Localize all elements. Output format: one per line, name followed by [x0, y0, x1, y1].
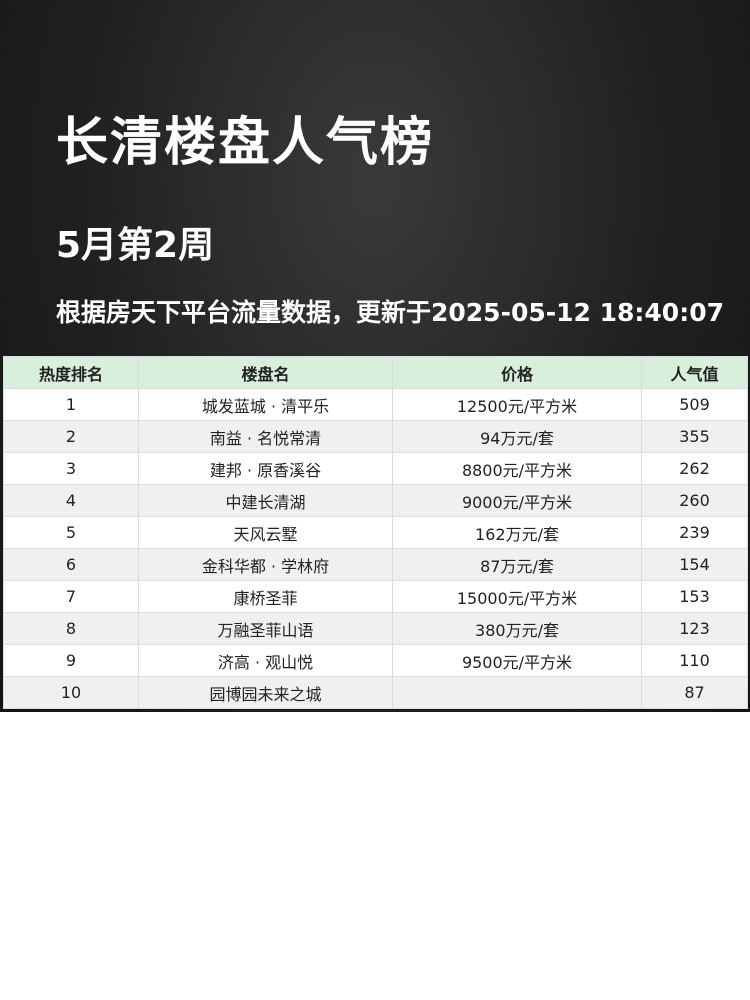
popularity-cell: 154	[641, 548, 748, 581]
popularity-cell: 153	[641, 580, 748, 613]
header-name: 楼盘名	[138, 356, 393, 389]
rank-cell: 2	[3, 420, 139, 453]
popularity-cell: 123	[641, 612, 748, 645]
price-cell: 9000元/平方米	[392, 484, 642, 517]
popularity-cell: 87	[641, 676, 748, 709]
price-cell: 12500元/平方米	[392, 388, 642, 421]
rank-cell: 10	[3, 676, 139, 709]
table-row: 8 万融圣菲山语 380万元/套 123	[3, 612, 748, 645]
table-row: 1 城发蓝城 · 清平乐 12500元/平方米 509	[3, 388, 748, 421]
table-row: 4 中建长清湖 9000元/平方米 260	[3, 484, 748, 517]
table-row: 5 天风云墅 162万元/套 239	[3, 516, 748, 549]
popularity-cell: 509	[641, 388, 748, 421]
popularity-cell: 262	[641, 452, 748, 485]
table-header-row: 热度排名 楼盘名 价格 人气值	[3, 356, 748, 389]
header-popularity: 人气值	[641, 356, 748, 389]
name-cell: 建邦 · 原香溪谷	[138, 452, 393, 485]
name-cell: 康桥圣菲	[138, 580, 393, 613]
page-title: 长清楼盘人气榜	[56, 113, 435, 173]
popularity-cell: 110	[641, 644, 748, 677]
rank-cell: 1	[3, 388, 139, 421]
table-row: 3 建邦 · 原香溪谷 8800元/平方米 262	[3, 452, 748, 485]
rank-cell: 9	[3, 644, 139, 677]
price-cell: 15000元/平方米	[392, 580, 642, 613]
table-row: 7 康桥圣菲 15000元/平方米 153	[3, 580, 748, 613]
rank-cell: 6	[3, 548, 139, 581]
name-cell: 园博园未来之城	[138, 676, 393, 709]
ranking-table: 热度排名 楼盘名 价格 人气值 1 城发蓝城 · 清平乐 12500元/平方米 509 2 南益…	[3, 356, 748, 709]
table-row: 2 南益 · 名悦常清 94万元/套 355	[3, 420, 748, 453]
price-cell: 94万元/套	[392, 420, 642, 453]
name-cell: 中建长清湖	[138, 484, 393, 517]
header-rank: 热度排名	[3, 356, 139, 389]
rank-cell: 4	[3, 484, 139, 517]
price-cell: 380万元/套	[392, 612, 642, 645]
popularity-cell: 355	[641, 420, 748, 453]
popularity-cell: 239	[641, 516, 748, 549]
price-cell: 87万元/套	[392, 548, 642, 581]
name-cell: 南益 · 名悦常清	[138, 420, 393, 453]
rank-cell: 8	[3, 612, 139, 645]
name-cell: 济高 · 观山悦	[138, 644, 393, 677]
name-cell: 城发蓝城 · 清平乐	[138, 388, 393, 421]
name-cell: 金科华都 · 学林府	[138, 548, 393, 581]
header-price: 价格	[392, 356, 642, 389]
price-cell	[392, 676, 642, 709]
price-cell: 8800元/平方米	[392, 452, 642, 485]
table-row: 9 济高 · 观山悦 9500元/平方米 110	[3, 644, 748, 677]
table-row: 10 园博园未来之城 87	[3, 676, 748, 709]
rank-cell: 3	[3, 452, 139, 485]
rank-cell: 5	[3, 516, 139, 549]
table-row: 6 金科华都 · 学林府 87万元/套 154	[3, 548, 748, 581]
price-cell: 162万元/套	[392, 516, 642, 549]
popularity-cell: 260	[641, 484, 748, 517]
name-cell: 天风云墅	[138, 516, 393, 549]
rank-cell: 7	[3, 580, 139, 613]
price-cell: 9500元/平方米	[392, 644, 642, 677]
source-note: 根据房天下平台流量数据，更新于2025-05-12 18:40:07	[56, 298, 724, 327]
week-subtitle: 5月第2周	[56, 225, 215, 266]
header-banner: 长清楼盘人气榜 5月第2周 根据房天下平台流量数据，更新于2025-05-12 …	[0, 0, 750, 712]
name-cell: 万融圣菲山语	[138, 612, 393, 645]
